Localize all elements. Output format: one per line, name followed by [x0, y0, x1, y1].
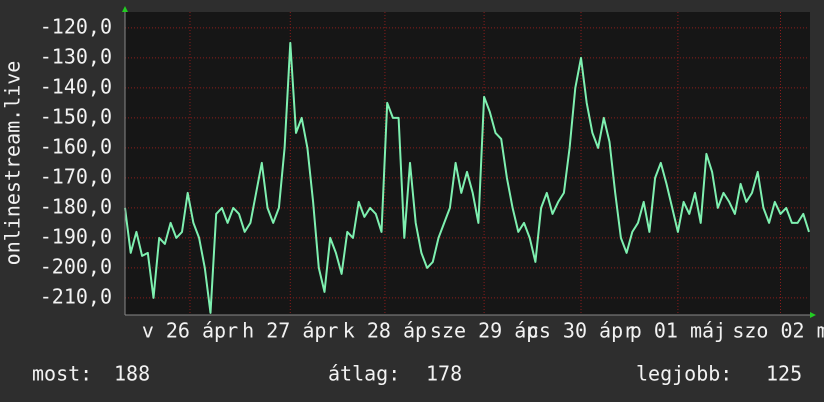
y-tick-label: -170,0	[40, 164, 112, 188]
x-tick-label: szo 02 m	[732, 319, 824, 343]
x-tick-label: p 01 máj	[630, 319, 726, 343]
y-tick-label: -210,0	[40, 284, 112, 308]
y-axis-label: onlinestream.live	[1, 61, 25, 266]
ticks: -120,0 -130,0 -140,0 -150,0 -160,0 -170,0 -180…	[40, 14, 824, 342]
stat-label: átlag:	[328, 362, 400, 386]
stat-value: 188	[114, 362, 150, 386]
y-tick-label: -140,0	[40, 74, 112, 98]
stat-value: 125	[766, 362, 802, 386]
x-tick-label: k 28 áp	[343, 319, 427, 343]
y-tick-label: -130,0	[40, 44, 112, 68]
y-tick-label: -160,0	[40, 134, 112, 158]
axis-arrow	[810, 312, 816, 318]
y-tick-label: -120,0	[40, 14, 112, 38]
plot-area	[125, 12, 810, 315]
y-tick-label: -200,0	[40, 254, 112, 278]
y-tick-label: -180,0	[40, 194, 112, 218]
axis-arrow	[122, 6, 128, 12]
x-tick-label: v 26 ápr	[142, 319, 238, 343]
grid	[125, 12, 809, 315]
stat-label: legjobb:	[636, 362, 732, 386]
x-tick-label: sze 29 áp	[430, 319, 538, 343]
stat-label: most:	[32, 362, 92, 386]
series	[124, 41, 810, 314]
x-tick-label: h 27 ápr	[242, 319, 338, 343]
y-tick-label: -190,0	[40, 224, 112, 248]
stat-value: 178	[426, 362, 462, 386]
x-tick-label: cs 30 ápr	[527, 319, 635, 343]
y-tick-label: -150,0	[40, 104, 112, 128]
stats: most: 188 átlag: 178 legjobb: 125	[32, 362, 802, 386]
line	[124, 41, 810, 314]
